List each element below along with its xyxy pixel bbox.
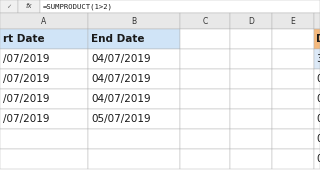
Bar bbox=[272, 13, 314, 29]
Bar bbox=[0, 109, 88, 129]
Text: Dat: Dat bbox=[316, 34, 320, 44]
Bar bbox=[314, 149, 320, 169]
Text: B: B bbox=[132, 17, 137, 26]
Bar bbox=[314, 49, 320, 69]
Bar bbox=[180, 89, 230, 109]
Bar bbox=[0, 0, 18, 13]
Text: 30/: 30/ bbox=[316, 54, 320, 64]
Bar bbox=[272, 29, 314, 49]
Bar bbox=[314, 129, 320, 149]
Bar bbox=[0, 69, 88, 89]
Text: fx: fx bbox=[26, 3, 32, 10]
Bar bbox=[272, 49, 314, 69]
Text: /07/2019: /07/2019 bbox=[3, 54, 50, 64]
Bar bbox=[314, 13, 320, 29]
Bar bbox=[180, 49, 230, 69]
Bar bbox=[180, 13, 230, 29]
Text: E: E bbox=[291, 17, 295, 26]
Bar bbox=[0, 13, 88, 29]
Text: C: C bbox=[202, 17, 208, 26]
Bar bbox=[88, 49, 180, 69]
Text: A: A bbox=[41, 17, 47, 26]
Bar bbox=[88, 13, 180, 29]
Bar bbox=[272, 149, 314, 169]
Bar bbox=[0, 49, 88, 69]
Bar bbox=[314, 89, 320, 109]
Bar bbox=[0, 89, 88, 109]
Bar bbox=[230, 149, 272, 169]
Bar bbox=[272, 69, 314, 89]
Text: 05/07/2019: 05/07/2019 bbox=[91, 114, 151, 124]
Bar bbox=[230, 109, 272, 129]
Bar bbox=[88, 29, 180, 49]
Bar bbox=[272, 129, 314, 149]
Text: =SUMPRODUCT(1>2): =SUMPRODUCT(1>2) bbox=[43, 3, 113, 10]
Text: 04/07/2019: 04/07/2019 bbox=[91, 54, 151, 64]
Text: 04/07/2019: 04/07/2019 bbox=[91, 74, 151, 84]
Bar bbox=[180, 149, 230, 169]
Bar bbox=[230, 129, 272, 149]
Text: 05/: 05/ bbox=[316, 154, 320, 164]
Bar bbox=[230, 29, 272, 49]
Bar bbox=[0, 29, 88, 49]
Bar bbox=[88, 129, 180, 149]
Text: 02/: 02/ bbox=[316, 94, 320, 104]
Bar bbox=[314, 69, 320, 89]
Bar bbox=[40, 0, 320, 13]
Text: 01/: 01/ bbox=[316, 74, 320, 84]
Bar bbox=[0, 149, 88, 169]
Bar bbox=[18, 0, 40, 13]
Bar bbox=[230, 89, 272, 109]
Bar bbox=[88, 149, 180, 169]
Text: rt Date: rt Date bbox=[3, 34, 44, 44]
Bar bbox=[88, 89, 180, 109]
Text: D: D bbox=[248, 17, 254, 26]
Bar bbox=[0, 129, 88, 149]
Bar bbox=[230, 69, 272, 89]
Bar bbox=[0, 0, 320, 13]
Bar bbox=[88, 69, 180, 89]
Bar bbox=[272, 89, 314, 109]
Bar bbox=[180, 129, 230, 149]
Text: /07/2019: /07/2019 bbox=[3, 94, 50, 104]
Text: 04/: 04/ bbox=[316, 134, 320, 144]
Text: 04/07/2019: 04/07/2019 bbox=[91, 94, 151, 104]
Text: /07/2019: /07/2019 bbox=[3, 114, 50, 124]
Bar bbox=[314, 109, 320, 129]
Bar bbox=[272, 109, 314, 129]
Bar bbox=[314, 29, 320, 49]
Bar bbox=[180, 69, 230, 89]
Text: ✓: ✓ bbox=[6, 4, 12, 9]
Bar bbox=[180, 109, 230, 129]
Text: End Date: End Date bbox=[91, 34, 145, 44]
Bar bbox=[230, 49, 272, 69]
Text: 03/: 03/ bbox=[316, 114, 320, 124]
Text: /07/2019: /07/2019 bbox=[3, 74, 50, 84]
Bar bbox=[88, 109, 180, 129]
Bar bbox=[230, 13, 272, 29]
Bar bbox=[180, 29, 230, 49]
